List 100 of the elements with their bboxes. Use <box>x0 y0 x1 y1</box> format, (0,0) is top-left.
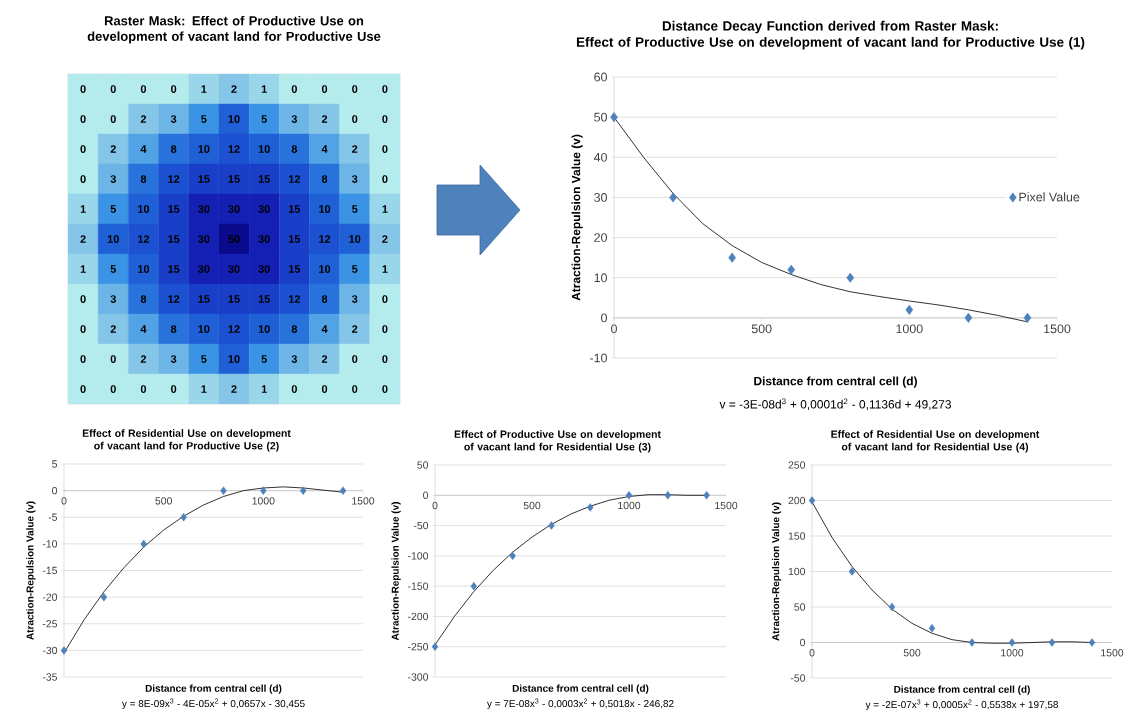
point <box>888 602 896 612</box>
data-label: 0 <box>110 85 116 93</box>
y-tick-label: 50 <box>794 603 806 611</box>
data-label: 15 <box>168 265 180 273</box>
point <box>509 551 516 561</box>
data-label: 2 <box>110 325 116 333</box>
data-label: 30 <box>258 265 270 273</box>
data-label: 0 <box>80 115 86 123</box>
y-tick-label: -100 <box>408 552 429 560</box>
data-label: 5 <box>201 115 207 123</box>
data-label: 5 <box>352 265 358 273</box>
data-label: 30 <box>228 265 240 273</box>
x-tick-label: 500 <box>523 501 541 510</box>
data-label: 12 <box>228 145 240 153</box>
point <box>300 486 307 495</box>
data-label: 0 <box>382 85 388 93</box>
data-label: 0 <box>291 385 297 393</box>
point <box>669 192 677 203</box>
y-tick-label: 60 <box>594 72 607 82</box>
data-label: 10 <box>198 145 210 153</box>
data-label: 2 <box>352 145 358 153</box>
data-label: 2 <box>140 355 147 363</box>
data-label: 5 <box>352 205 358 213</box>
data-label: 0 <box>140 385 147 393</box>
data-label: 15 <box>228 175 240 183</box>
data-label: 15 <box>258 295 270 303</box>
point <box>1008 638 1016 647</box>
data-label: 4 <box>321 325 328 333</box>
data-label: 15 <box>168 205 180 213</box>
data-label: 15 <box>288 205 301 213</box>
data-label: 3 <box>351 295 358 303</box>
data-label: 1 <box>201 385 207 393</box>
point <box>846 272 855 283</box>
data-label: 12 <box>138 235 150 243</box>
x-tick-label: 0 <box>61 497 67 505</box>
y-axis-title: Atraction-Repulsion Value (v) <box>26 501 36 640</box>
data-label: 0 <box>110 355 116 363</box>
point <box>1088 638 1096 647</box>
y-tick-label: -15 <box>42 566 58 575</box>
y-tick-label: 10 <box>594 273 607 283</box>
data-label: 8 <box>140 295 147 303</box>
text: y = -2E-07x$^{3}$ + 0,0005x$^{2}$ - 0,5538x + 197,58 <box>865 699 1059 711</box>
data-label: 15 <box>198 295 210 303</box>
data-label: 0 <box>382 175 388 183</box>
data-label: 0 <box>321 385 328 393</box>
data-label: 1 <box>80 205 86 213</box>
y-axis-title: Atraction-Repulsion Value (v) <box>571 134 583 301</box>
y-tick-label: -10 <box>42 540 58 548</box>
data-label: 3 <box>170 355 177 363</box>
data-label: 0 <box>80 295 86 303</box>
y-tick-label: 0 <box>423 491 429 499</box>
data-label: 0 <box>80 85 86 93</box>
x-tick-label: 1500 <box>352 497 375 505</box>
point <box>548 521 555 530</box>
data-label: 3 <box>351 175 358 183</box>
data-label: 0 <box>80 385 86 393</box>
data-label: 2 <box>321 115 328 123</box>
point <box>260 486 267 495</box>
y-tick-label: 40 <box>593 152 607 162</box>
data-label: 10 <box>138 205 150 213</box>
y-tick-label: 200 <box>788 496 806 505</box>
data-label: 12 <box>288 175 301 183</box>
data-label: 30 <box>197 205 210 213</box>
point <box>431 642 439 651</box>
point <box>905 304 914 315</box>
point <box>703 491 710 500</box>
data-label: 0 <box>80 145 86 153</box>
data-label: 10 <box>228 115 240 123</box>
x-axis-title: Distance from central cell (d) <box>894 685 1030 695</box>
data-label: 10 <box>107 235 119 243</box>
data-label: 0 <box>352 115 358 123</box>
data-label: 8 <box>291 325 298 333</box>
data-label: 30 <box>228 205 240 213</box>
point <box>470 581 477 591</box>
y-tick-label: 0 <box>800 638 806 647</box>
legend-label: Pixel Value <box>1019 192 1080 202</box>
point <box>220 486 227 495</box>
data-label: 30 <box>258 235 270 243</box>
data-label: 10 <box>258 145 270 153</box>
y-tick-label: -25 <box>42 620 58 628</box>
point <box>848 567 856 576</box>
point <box>180 513 187 522</box>
data-label: 1 <box>261 385 267 393</box>
y-axis-title: Atraction-Repulsion Value (v) <box>771 502 782 641</box>
y-tick-label: -50 <box>413 521 429 530</box>
data-label: 10 <box>138 265 150 273</box>
chart-title: Effect of Productive Use on development of vacant land for Residential Use (3) <box>454 430 661 453</box>
point <box>587 503 594 512</box>
y-tick-label: -35 <box>42 673 58 681</box>
y-tick-label: -150 <box>408 582 429 590</box>
data-label: 3 <box>291 115 298 123</box>
x-tick-label: 500 <box>903 649 921 657</box>
point <box>100 592 108 602</box>
data-label: 2 <box>231 85 237 93</box>
chart-subtitle: Effect of Productive Use on development of vacant land for Productive Use (1) <box>576 36 1085 50</box>
data-label: 4 <box>321 145 328 153</box>
data-label: 0 <box>382 145 388 153</box>
data-label: 2 <box>80 235 86 243</box>
data-label: 2 <box>352 325 358 333</box>
point <box>787 264 796 275</box>
